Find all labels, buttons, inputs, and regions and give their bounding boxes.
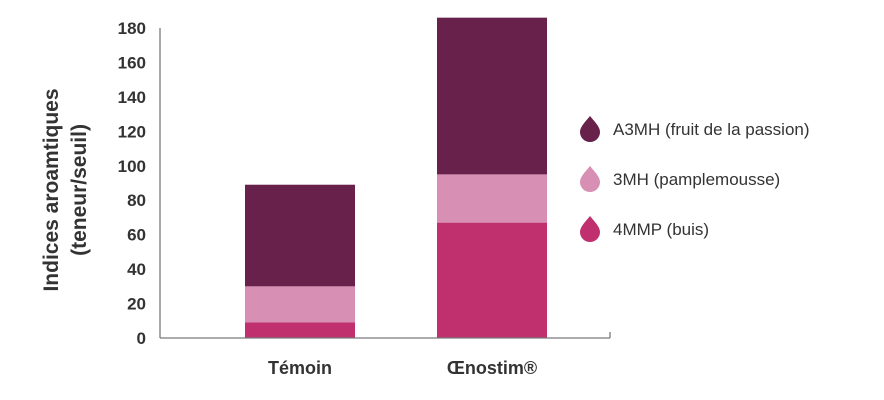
y-axis-title-line-2: (teneur/seuil) <box>68 124 91 256</box>
bar-segment-a3mh-0 <box>245 184 355 287</box>
bar-segment-4mmp-1 <box>437 222 547 338</box>
bars <box>245 17 547 338</box>
legend-label: 4MMP (buis) <box>613 220 709 239</box>
legend: A3MH (fruit de la passion) 3MH (pamplemou… <box>580 116 810 242</box>
drop-icon <box>580 166 600 192</box>
legend-label: A3MH (fruit de la passion) <box>613 120 810 139</box>
y-tick-label: 100 <box>118 157 146 176</box>
bar-segment-3mh-1 <box>437 174 547 223</box>
x-axis-labels: Témoin Œnostim® <box>268 358 537 378</box>
y-tick-label: 60 <box>127 226 146 245</box>
drop-icon <box>580 216 600 242</box>
y-axis-title-line-1: Indices aroamtiques <box>40 88 63 291</box>
drop-icon <box>580 116 600 142</box>
bar-segment-a3mh-1 <box>437 17 547 175</box>
bar-segment-3mh-0 <box>245 286 355 323</box>
y-tick-label: 40 <box>127 260 146 279</box>
y-axis-title: Indices aroamtiques (teneur/seuil) <box>40 88 91 291</box>
y-tick-label: 0 <box>137 329 146 348</box>
y-tick-label: 140 <box>118 88 146 107</box>
y-axis-ticks: 0 20 40 60 80 100 120 140 160 180 <box>118 19 146 348</box>
y-tick-label: 20 <box>127 295 146 314</box>
x-category-label: Témoin <box>268 358 332 378</box>
y-tick-label: 160 <box>118 53 146 72</box>
y-tick-label: 80 <box>127 191 146 210</box>
y-tick-label: 120 <box>118 122 146 141</box>
x-category-label: Œnostim® <box>447 358 537 378</box>
legend-label: 3MH (pamplemousse) <box>613 170 780 189</box>
y-tick-label: 180 <box>118 19 146 38</box>
axes <box>159 28 611 339</box>
bar-segment-4mmp-0 <box>245 322 355 338</box>
